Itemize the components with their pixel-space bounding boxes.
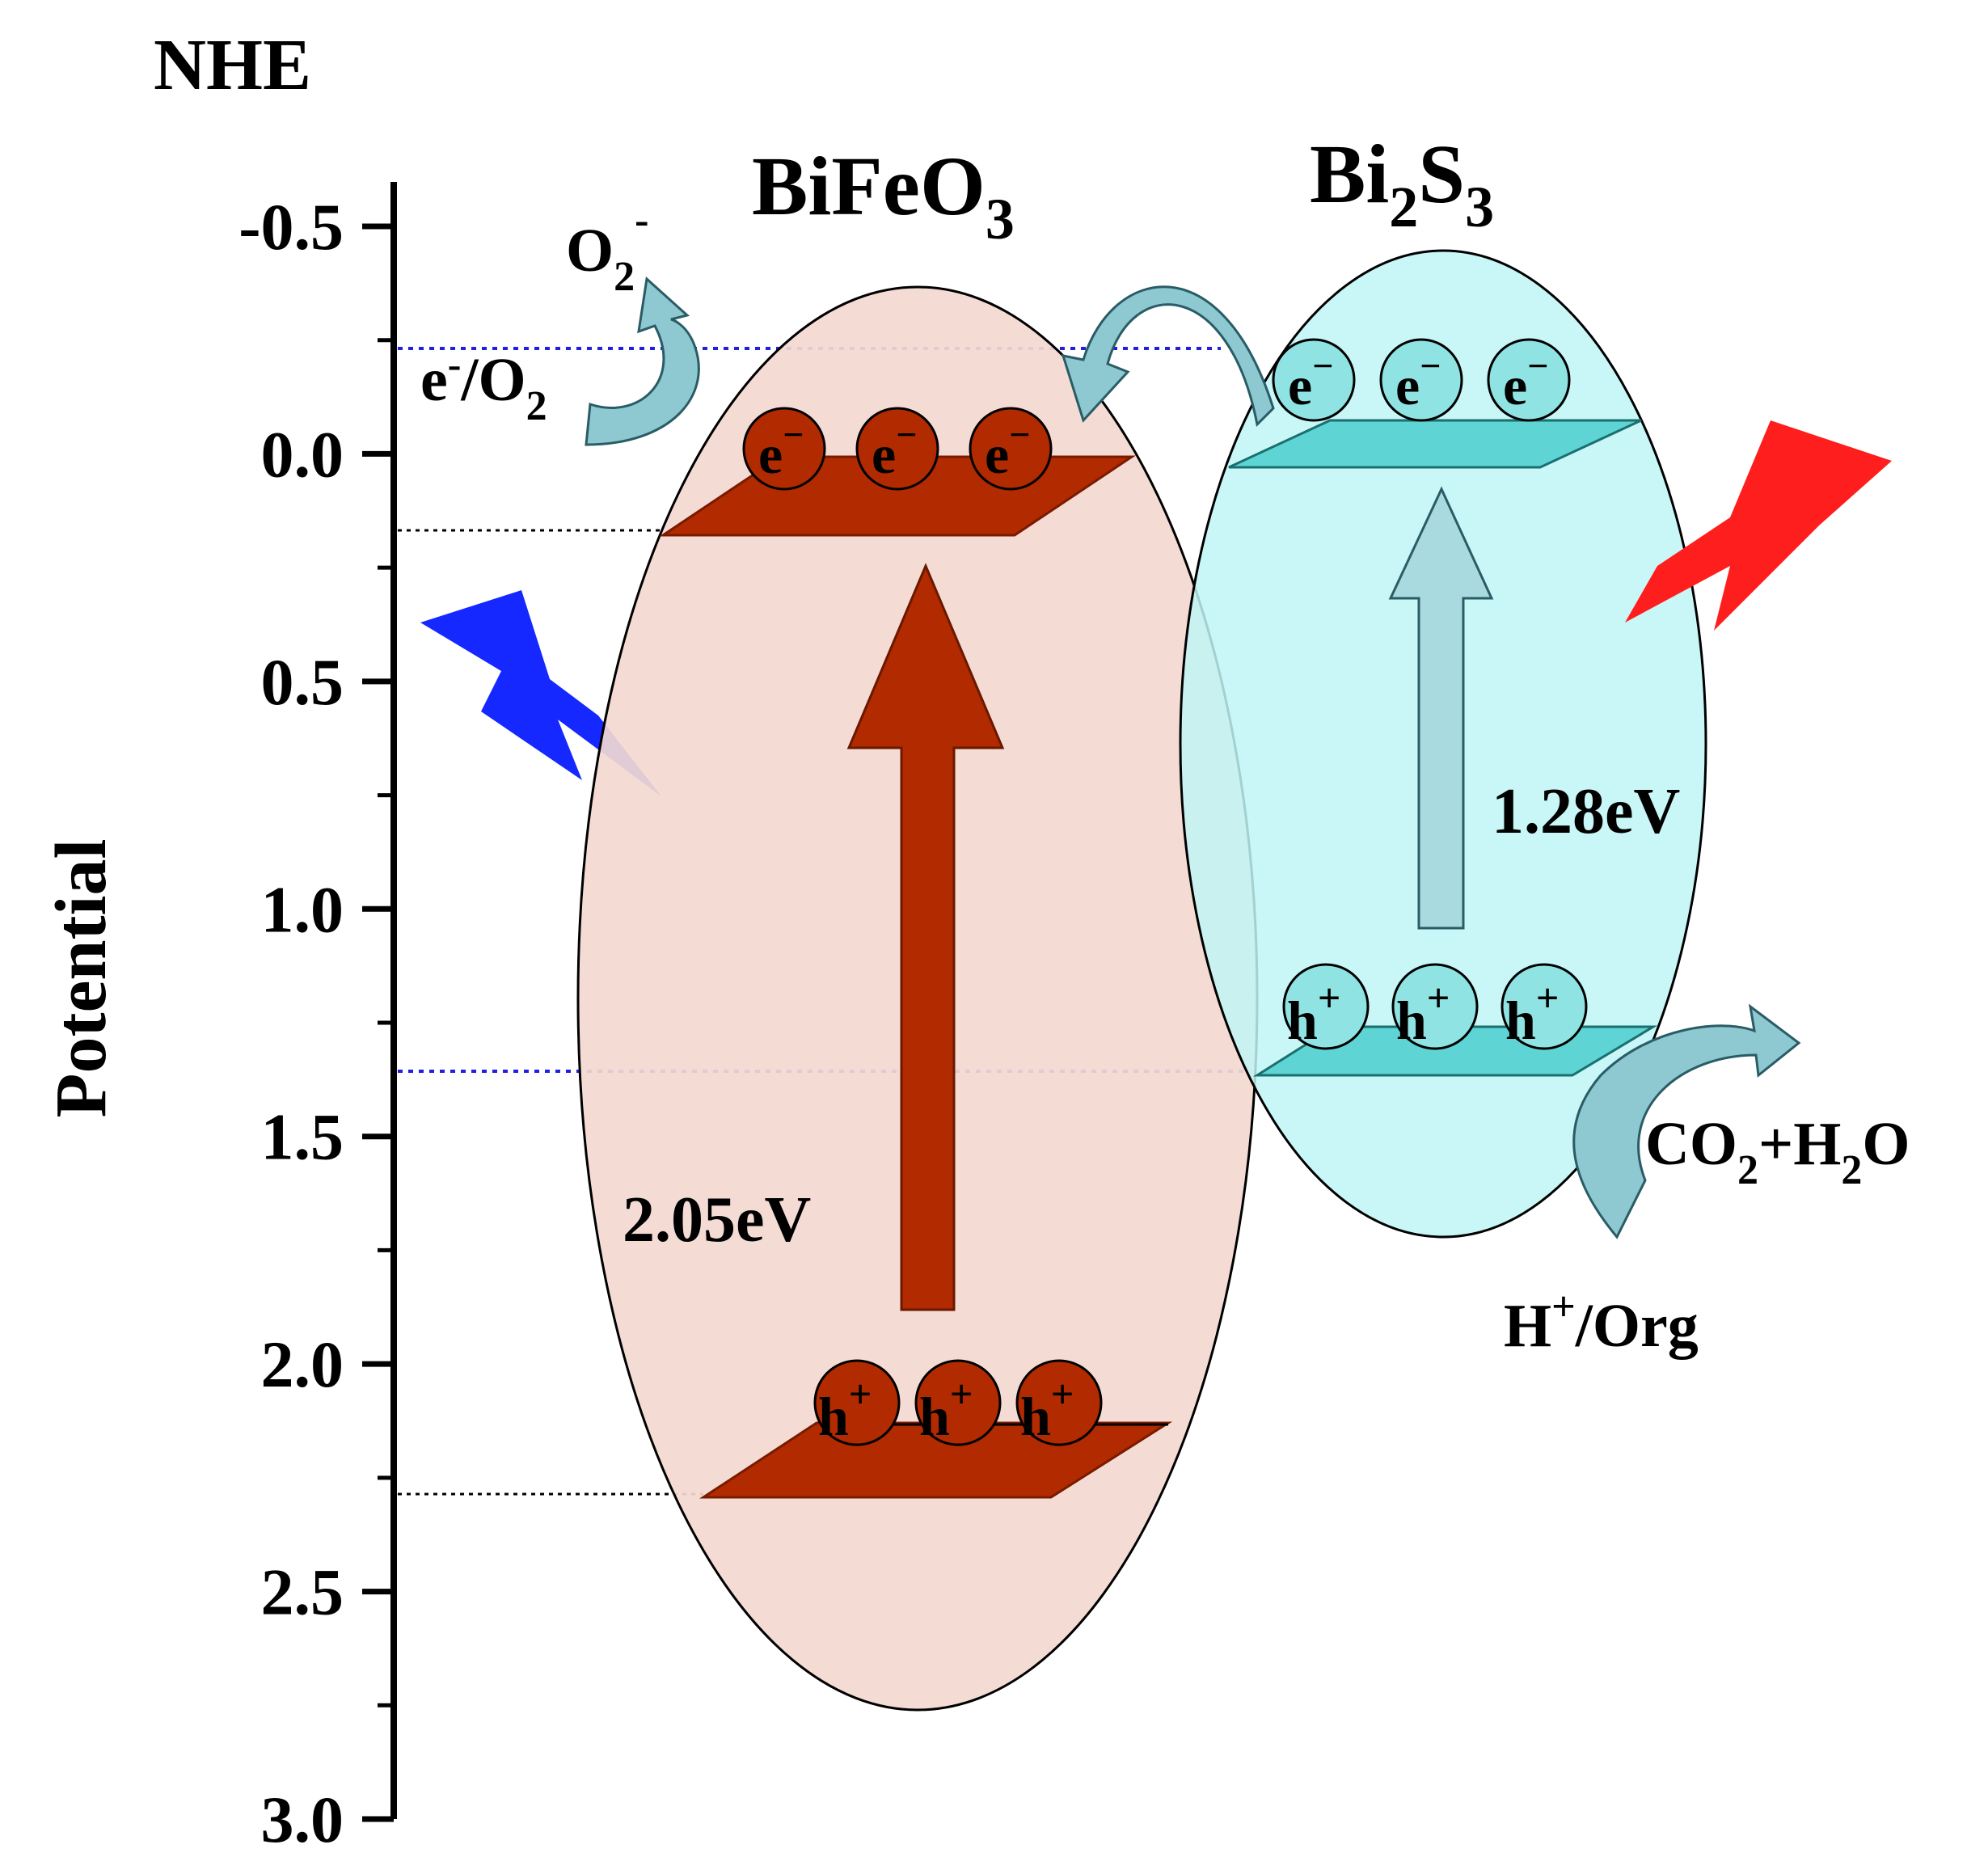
bifeo3-electron-label: e− <box>758 414 804 485</box>
bi2s3-electron-label: e− <box>1503 345 1548 416</box>
y-axis-tick-label: 0.5 <box>261 645 344 719</box>
bi2s3-hole <box>1282 963 1370 1050</box>
bifeo3-electron <box>969 407 1053 491</box>
y-axis-tick-label: 3.0 <box>261 1783 344 1856</box>
bi2s3-electron-label: e− <box>1395 345 1441 416</box>
superoxide-label: O2- <box>566 197 648 300</box>
bi2s3-conduction-band <box>1228 419 1642 469</box>
bi2s3-hole-label: h+ <box>1396 975 1450 1051</box>
bifeo3-hole <box>914 1359 1002 1446</box>
bi2s3-band-gap-label: 1.28eV <box>1492 776 1680 847</box>
red-light-bolt-icon <box>1625 420 1892 631</box>
bifeo3-hole-group: h+ h+ h+ <box>813 1359 1103 1447</box>
bifeo3-electron <box>742 407 826 491</box>
bi2s3-hole <box>1500 963 1588 1050</box>
y-axis-ticks: -0.5 0.0 0.5 1.0 1.5 2.0 2.5 3.0 <box>238 190 394 1856</box>
bifeo3-electron-group: e− e− e− <box>742 407 1053 491</box>
electron-transfer-arrow <box>1061 285 1275 428</box>
e-o2-label: e-/O2 <box>420 341 547 429</box>
bifeo3-band-gap-label: 2.05eV <box>623 1184 811 1256</box>
bifeo3-hole-label: h+ <box>1020 1371 1074 1447</box>
h-org-label: H+/Org <box>1504 1284 1699 1360</box>
bifeo3-hole-label: h+ <box>818 1371 872 1447</box>
y-axis-tick-label: 1.0 <box>261 872 344 946</box>
bifeo3-electron-label: e− <box>985 414 1030 485</box>
bi2s3-hole <box>1391 963 1479 1050</box>
bifeo3-hole <box>1015 1359 1103 1446</box>
bifeo3-hole-label: h+ <box>919 1371 973 1447</box>
bi2s3-electron <box>1487 338 1571 422</box>
y-axis-tick-label: 0.0 <box>261 417 344 491</box>
bifeo3-excitation-arrow <box>846 563 1005 1311</box>
bi2s3-electron <box>1272 338 1356 422</box>
bi2s3-hole-label: h+ <box>1287 975 1340 1051</box>
y-axis-tick-label: -0.5 <box>238 190 344 264</box>
y-axis-tick-label: 2.0 <box>261 1328 344 1401</box>
axis-title: NHE <box>154 25 311 105</box>
bi2s3-hole-label: h+ <box>1505 975 1559 1051</box>
o2-reduction-arrow <box>585 276 700 446</box>
bi2s3-excitation-arrow <box>1388 486 1494 930</box>
y-axis-tick-label: 2.5 <box>261 1556 344 1629</box>
bifeo3-electron-label: e− <box>872 414 917 485</box>
bi2s3-label: Bi2S3 <box>1310 128 1494 239</box>
y-axis-tick-label: 1.5 <box>261 1100 344 1174</box>
bifeo3-hole <box>813 1359 901 1446</box>
bi2s3-electron-label: e− <box>1288 345 1333 416</box>
bi2s3-hole-group: h+ h+ h+ <box>1282 963 1588 1051</box>
co2-h2o-label: CO2+H2O <box>1645 1110 1910 1193</box>
bi2s3-electron <box>1379 338 1463 422</box>
bifeo3-label: BiFeO3 <box>752 140 1015 251</box>
bifeo3-electron <box>855 407 939 491</box>
axis-label: Potential <box>41 839 121 1118</box>
oxidation-arrow <box>1572 1003 1801 1239</box>
bi2s3-electron-group: e− e− e− <box>1272 338 1571 422</box>
